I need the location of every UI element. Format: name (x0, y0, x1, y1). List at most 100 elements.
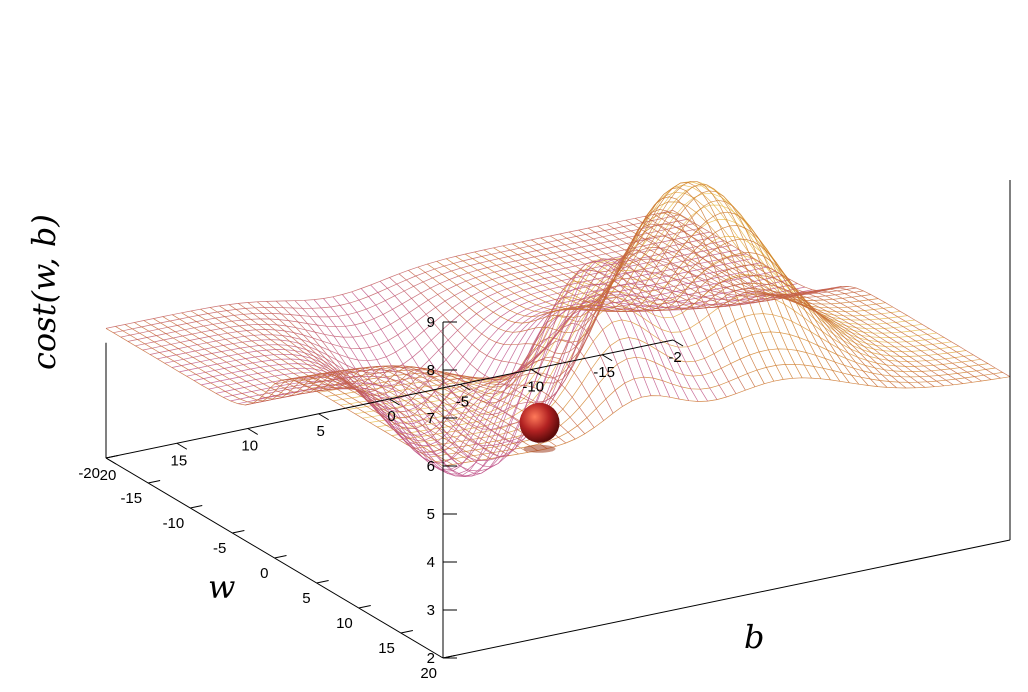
b-tick (530, 369, 542, 376)
mesh-line-b (238, 303, 576, 440)
w-tick-label: 5 (302, 590, 310, 607)
mesh-line-b (436, 187, 775, 382)
mesh-line-b (568, 231, 907, 389)
mesh-line-b (105, 328, 444, 467)
mesh-line-b (493, 211, 831, 381)
z-tick-label: 6 (427, 458, 435, 475)
w-tick-label: -5 (213, 540, 226, 557)
w-tick (190, 505, 203, 509)
mesh-line-b (285, 300, 623, 441)
mesh-line-b (124, 324, 463, 464)
mesh-line-b (446, 182, 784, 380)
z-tick-label: 8 (427, 362, 435, 379)
mesh-line-b (247, 302, 586, 435)
w-tick-label: 15 (378, 640, 395, 657)
w-tick-label: 20 (420, 665, 437, 682)
mesh-line-b (455, 181, 794, 379)
mesh-line-b (304, 299, 642, 464)
mesh-line-b (644, 215, 982, 382)
b-tick-label: 20 (100, 467, 117, 484)
b-tick-label: -2 (668, 349, 681, 366)
z-axis-title: cost(w, b) (25, 214, 63, 370)
mesh-line-b (228, 304, 567, 444)
z-tick-label: 7 (427, 410, 435, 427)
mesh-line-b (408, 223, 746, 391)
mesh-line-b (294, 300, 633, 453)
b-tick (318, 413, 329, 421)
mesh-line-b (663, 212, 1001, 379)
b-tick-label: 10 (241, 438, 258, 455)
mesh-line-b (616, 221, 954, 386)
w-axis-title: w (208, 568, 235, 606)
mesh-line-b (464, 183, 803, 378)
mesh-line-b (474, 190, 812, 379)
b-tick-label: -15 (593, 364, 615, 381)
b-axis-title: b (744, 618, 764, 656)
mesh-line-b (672, 210, 1011, 378)
mesh-line-b (635, 217, 973, 383)
z-tick-label: 9 (427, 314, 435, 331)
b-tick-label: 5 (316, 423, 324, 440)
back-axis-line (442, 539, 1011, 659)
ball-shadow (523, 444, 556, 453)
b-tick (176, 442, 188, 450)
w-tick (358, 605, 371, 609)
b-tick-label: 0 (387, 408, 395, 425)
mesh-line-b (153, 318, 491, 459)
w-tick (400, 630, 413, 634)
mesh-line-w (428, 348, 996, 458)
mesh-line-b (559, 233, 897, 389)
w-tick-label: -10 (163, 515, 185, 532)
mesh-line-b (266, 301, 604, 421)
mesh-line-w (420, 331, 989, 454)
w-tick-label: 0 (260, 565, 268, 582)
z-tick-label: 4 (427, 554, 435, 571)
mesh-line-b (549, 235, 888, 388)
mesh-line-b (275, 300, 614, 429)
mesh-line-b (172, 314, 510, 456)
w-tick (274, 555, 287, 559)
mesh-line-b (597, 225, 935, 387)
mesh-line-b (323, 289, 661, 477)
w-tick (105, 455, 119, 459)
w-tick (232, 530, 245, 534)
b-tick-label: 15 (171, 452, 188, 469)
mesh-line-w (435, 363, 1003, 463)
mesh-line-b (209, 307, 548, 449)
w-tick-label: 10 (336, 615, 353, 632)
w-tick (316, 580, 329, 584)
mesh-line-b (115, 326, 453, 465)
b-tick-label: -5 (456, 393, 469, 410)
ball-marker (519, 402, 560, 453)
mesh-line-b (389, 250, 727, 403)
w-tick-label: -20 (78, 465, 100, 482)
b-tick (460, 383, 471, 391)
w-tick (442, 655, 456, 659)
z-tick-label: 5 (427, 506, 435, 523)
mesh-line-b (313, 293, 652, 472)
z-tick-label: 3 (427, 602, 435, 619)
b-tick (105, 457, 117, 465)
surface-mesh (105, 181, 1011, 477)
mesh-line-b (483, 199, 822, 379)
mesh-line-b (190, 310, 529, 453)
mesh-line-b (200, 308, 538, 451)
mesh-line-b (606, 223, 945, 387)
axes (105, 180, 1011, 659)
mesh-line-b (134, 322, 472, 462)
b-tick (672, 339, 684, 347)
mesh-line-b (398, 238, 737, 394)
mesh-line-w (340, 181, 908, 406)
mesh-line-b (181, 312, 519, 455)
b-tick-label: -10 (522, 379, 544, 396)
mesh-line-b (578, 229, 916, 389)
mesh-line-b (417, 209, 756, 387)
b-tick (389, 398, 400, 406)
b-tick (601, 354, 613, 362)
ball (519, 402, 560, 443)
mesh-line-b (653, 214, 992, 380)
mesh-line-b (540, 237, 878, 387)
